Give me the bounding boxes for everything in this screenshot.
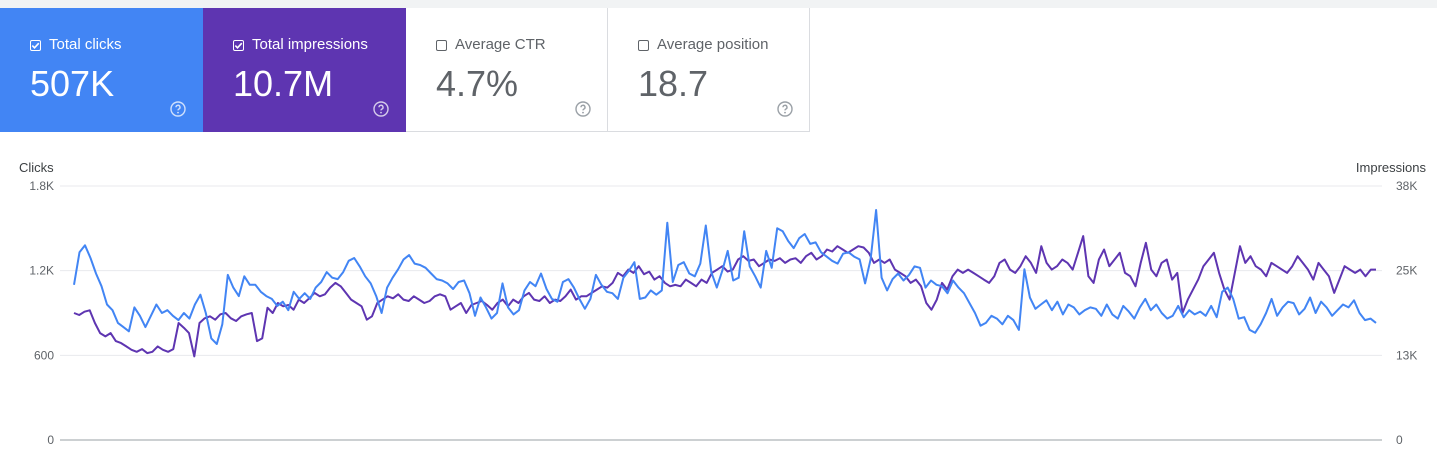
grid-lines bbox=[60, 185, 1382, 441]
right-tick-label: 13K bbox=[1396, 348, 1417, 362]
metric-label-row: Average position bbox=[638, 36, 768, 54]
axis-ticks: 1.8K 38K 1.2K 25K 600 13K 0 0 bbox=[29, 179, 1417, 447]
checkbox-unchecked-icon[interactable] bbox=[436, 39, 447, 51]
metric-label: Average position bbox=[657, 36, 769, 53]
clicks-series-line bbox=[73, 209, 1377, 345]
checkbox-unchecked-icon[interactable] bbox=[638, 39, 649, 51]
metric-value: 10.7M bbox=[233, 63, 334, 104]
left-tick-label: 0 bbox=[47, 433, 54, 446]
metric-value: 507K bbox=[30, 63, 115, 104]
help-circle-icon[interactable] bbox=[575, 101, 591, 117]
help-circle-icon[interactable] bbox=[373, 101, 389, 117]
help-circle-icon[interactable] bbox=[777, 101, 793, 117]
chart-svg: Clicks Impressions 1.8K 38K 1.2K 25K 600 13K 0… bbox=[19, 160, 1427, 447]
metric-label-row: Total clicks bbox=[30, 36, 122, 54]
metric-cards: Total clicks 507K Total impressions 10.7… bbox=[0, 8, 810, 132]
metric-value: 4.7% bbox=[436, 63, 519, 104]
series-lines bbox=[73, 209, 1377, 358]
checkbox-checked-icon[interactable] bbox=[233, 39, 244, 51]
left-tick-label: 1.8K bbox=[29, 179, 54, 193]
checkbox-checked-icon[interactable] bbox=[30, 39, 41, 51]
right-tick-label: 0 bbox=[1396, 433, 1403, 446]
metric-value: 18.7 bbox=[638, 63, 709, 104]
metric-card-average-ctr[interactable]: Average CTR 4.7% bbox=[406, 8, 608, 132]
metric-label: Total clicks bbox=[49, 36, 122, 53]
impressions-series-line bbox=[73, 235, 1376, 358]
help-circle-icon[interactable] bbox=[170, 101, 186, 117]
metric-card-total-impressions[interactable]: Total impressions 10.7M bbox=[203, 8, 406, 132]
right-tick-label: 38K bbox=[1396, 179, 1417, 193]
metric-card-average-position[interactable]: Average position 18.7 bbox=[608, 8, 810, 132]
metric-label-row: Average CTR bbox=[436, 36, 546, 54]
right-axis-title: Impressions bbox=[1356, 160, 1427, 175]
performance-chart: Clicks Impressions 1.8K 38K 1.2K 25K 600 13K 0… bbox=[0, 140, 1437, 447]
metric-label-row: Total impressions bbox=[233, 36, 368, 54]
top-strip bbox=[0, 0, 1437, 8]
left-axis-title: Clicks bbox=[19, 160, 54, 175]
left-tick-label: 600 bbox=[34, 348, 54, 362]
metric-label: Average CTR bbox=[455, 36, 546, 53]
left-tick-label: 1.2K bbox=[29, 264, 54, 278]
metric-label: Total impressions bbox=[252, 36, 368, 53]
right-tick-label: 25K bbox=[1396, 264, 1417, 278]
metric-card-total-clicks[interactable]: Total clicks 507K bbox=[0, 8, 203, 132]
